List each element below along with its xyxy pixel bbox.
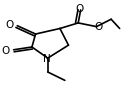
Text: O: O bbox=[2, 46, 10, 56]
Text: O: O bbox=[75, 4, 84, 14]
Text: O: O bbox=[5, 20, 14, 30]
Text: O: O bbox=[94, 22, 102, 32]
Text: N: N bbox=[43, 54, 51, 64]
